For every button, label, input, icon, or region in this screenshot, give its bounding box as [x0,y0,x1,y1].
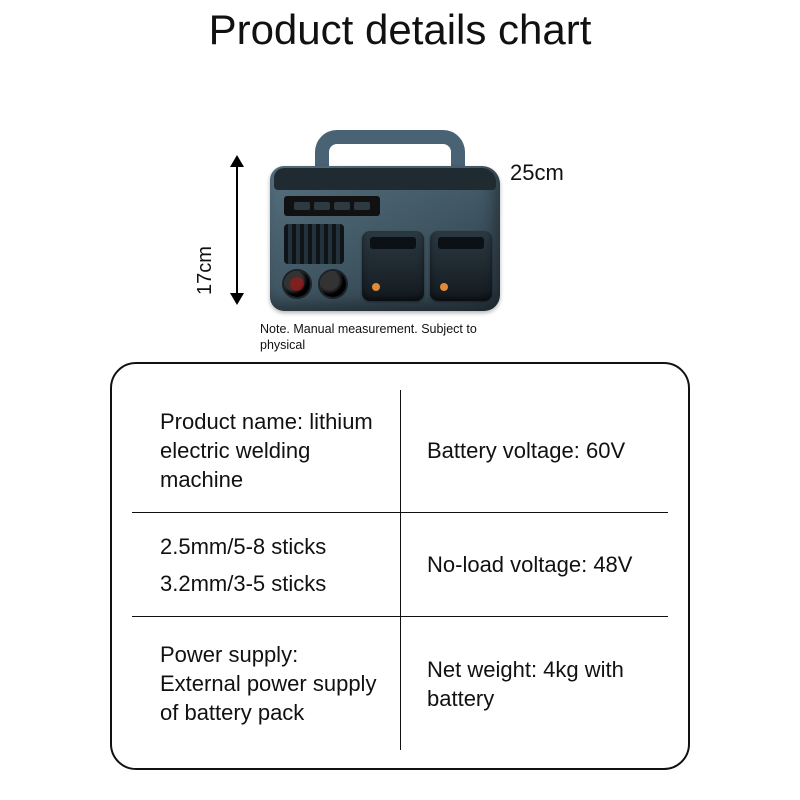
spec-cell-battery-voltage: Battery voltage: 60V [400,390,668,512]
product-illustration: 17cm 25cm [200,100,600,330]
width-label: 25cm [510,160,564,186]
spec-cell-power-supply: Power supply: External power supply of b… [132,616,400,750]
height-label: 17cm [194,246,217,295]
spec-cell-net-weight: Net weight: 4kg with battery [400,616,668,750]
spec-cell-product-name: Product name: lithium electric welding m… [132,390,400,512]
spec-text: Product name: lithium electric welding m… [160,407,382,494]
spec-cell-stick-sizes: 2.5mm/5-8 sticks 3.2mm/3-5 sticks [132,512,400,617]
spec-text: Battery voltage: 60V [427,436,625,465]
height-arrow-icon [228,155,246,305]
spec-text: Power supply: External power supply of b… [160,640,382,727]
page-title: Product details chart [0,6,800,54]
spec-cell-noload-voltage: No-load voltage: 48V [400,512,668,617]
spec-table: Product name: lithium electric welding m… [110,362,690,770]
spec-text: 2.5mm/5-8 sticks [160,532,326,561]
page: Product details chart 17cm 25cm Note. Ma… [0,0,800,800]
spec-text: 3.2mm/3-5 sticks [160,569,326,598]
measurement-note: Note. Manual measurement. Subject to phy… [260,322,490,353]
spec-text: No-load voltage: 48V [427,550,632,579]
spec-text: Net weight: 4kg with battery [427,655,658,713]
device-icon [260,130,510,315]
